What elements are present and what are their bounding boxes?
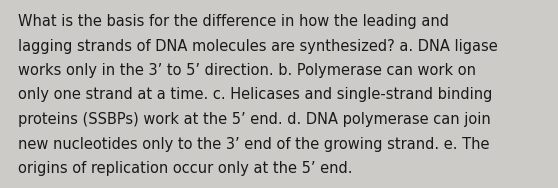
Text: proteins (SSBPs) work at the 5’ end. d. DNA polymerase can join: proteins (SSBPs) work at the 5’ end. d. … <box>18 112 490 127</box>
Text: origins of replication occur only at the 5’ end.: origins of replication occur only at the… <box>18 161 353 176</box>
Text: new nucleotides only to the 3’ end of the growing strand. e. The: new nucleotides only to the 3’ end of th… <box>18 136 489 152</box>
Text: works only in the 3’ to 5’ direction. b. Polymerase can work on: works only in the 3’ to 5’ direction. b.… <box>18 63 476 78</box>
Text: lagging strands of DNA molecules are synthesized? a. DNA ligase: lagging strands of DNA molecules are syn… <box>18 39 498 54</box>
Text: What is the basis for the difference in how the leading and: What is the basis for the difference in … <box>18 14 449 29</box>
Text: only one strand at a time. c. Helicases and single-strand binding: only one strand at a time. c. Helicases … <box>18 87 492 102</box>
